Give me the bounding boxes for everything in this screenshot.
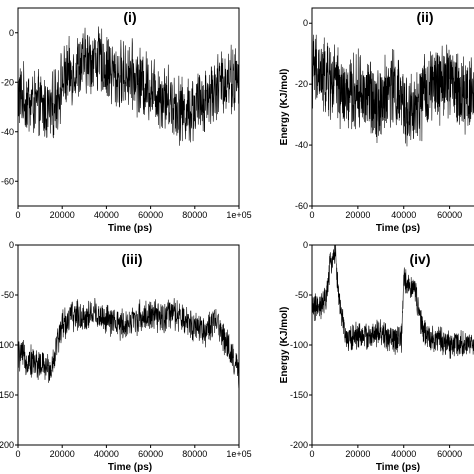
y-tick-label: -60 [1,176,14,186]
panel-iv: 0 20000 40000 60000 0 -50 -100 -150 -200 (iv) Ti… [279,240,474,473]
x-axis-label: Time (ps) [108,462,152,473]
y-tick-label: -20 [1,77,14,87]
y-axis-label: Energy (KJ/mol) [279,69,290,146]
y-tick-label: -50 [295,290,308,300]
x-axis-label: Time (ps) [376,462,420,473]
y-axis-label: Energy (KJ/mol) [279,307,290,384]
x-tick-label: 0 [15,210,20,220]
y-tick-label: 0 [9,240,14,250]
plot-frame [311,7,474,207]
y-tick-label: -40 [295,140,308,150]
panel-label: (iv) [410,251,431,267]
x-axis-label: Time (ps) [376,223,420,234]
x-tick-label: 1e+05 [226,449,251,459]
x-tick-label: 40000 [391,449,416,459]
panel-label: (iii) [122,251,143,267]
x-tick-label: 40000 [94,449,119,459]
x-axis-label: Time (ps) [108,223,152,234]
x-tick-label: 80000 [182,449,207,459]
x-tick-label: 20000 [345,210,370,220]
y-tick-label: 0 [9,28,14,38]
panel-i: 0 20000 40000 60000 80000 1e+05 0 -20 -40 -60 (i)… [1,7,252,234]
y-tick-label: -40 [1,127,14,137]
x-tick-label: 60000 [437,449,462,459]
y-tick-label: -200 [290,440,308,450]
series-line [18,297,239,389]
x-tick-label: 20000 [50,210,75,220]
x-tick-label: 60000 [138,449,163,459]
series-line [312,34,474,147]
panel-label: (i) [123,9,136,25]
y-tick-label: -20 [295,79,308,89]
panel-iii: 0 20000 40000 60000 80000 1e+05 0 -50 -100 -150 -2… [0,240,252,473]
ticks: 0 20000 40000 60000 80000 1e+05 0 -50 -100 -150 -2… [0,240,252,459]
y-tick-label: -60 [295,201,308,211]
x-tick-label: 0 [309,210,314,220]
series-group [18,26,239,146]
series-line [18,26,239,146]
x-tick-label: 0 [15,449,20,459]
y-tick-label: -200 [0,440,14,450]
plot-frame [17,244,240,446]
series-group [312,245,474,359]
x-tick-label: 40000 [94,210,119,220]
series-line [312,245,474,359]
x-tick-label: 40000 [391,210,416,220]
series-group [312,34,474,147]
y-tick-label: 0 [303,18,308,28]
x-tick-label: 20000 [50,449,75,459]
x-tick-label: 80000 [182,210,207,220]
panel-ii: 0 20000 40000 60000 0 -20 -40 -60 (ii) Time (ps… [279,7,474,234]
y-tick-label: -100 [0,340,14,350]
x-tick-label: 20000 [345,449,370,459]
series-group [18,297,239,389]
ticks: 0 20000 40000 60000 0 -20 -40 -60 [295,18,462,220]
plot-frame [17,7,240,207]
y-tick-label: -150 [290,390,308,400]
ticks: 0 20000 40000 60000 80000 1e+05 0 -20 -40 -60 [1,28,252,220]
x-tick-label: 60000 [138,210,163,220]
y-tick-label: -150 [0,390,14,400]
panel-label: (ii) [416,9,433,25]
x-tick-label: 1e+05 [226,210,251,220]
y-tick-label: -50 [1,290,14,300]
y-tick-label: 0 [303,240,308,250]
y-tick-label: -100 [290,340,308,350]
x-tick-label: 60000 [437,210,462,220]
ticks: 0 20000 40000 60000 0 -50 -100 -150 -200 [290,240,462,459]
x-tick-label: 0 [309,449,314,459]
